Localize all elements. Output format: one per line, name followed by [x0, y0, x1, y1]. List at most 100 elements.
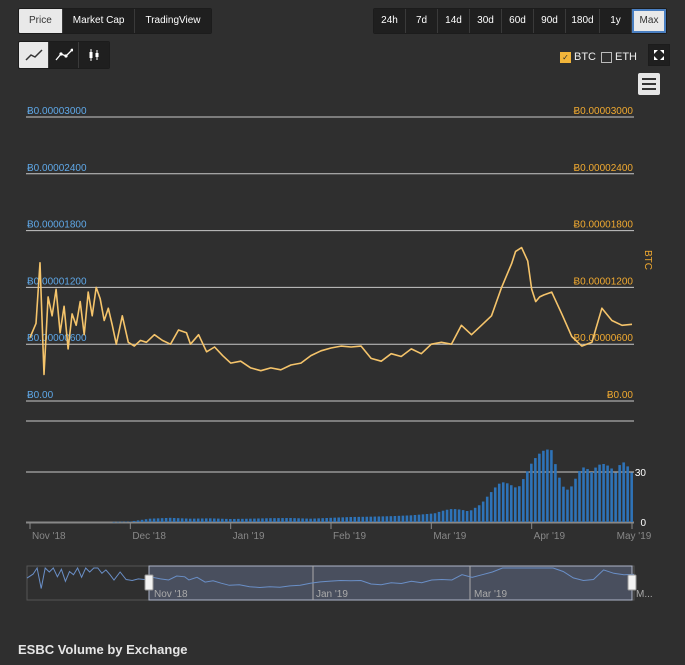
x-tick-label: May '19	[617, 531, 652, 542]
volume-bar	[526, 471, 529, 522]
volume-bar	[277, 518, 280, 522]
volume-bar	[349, 517, 353, 522]
volume-bar	[309, 518, 312, 522]
eth-checkbox[interactable]	[601, 51, 612, 63]
volume-bar	[313, 518, 316, 522]
tab-price[interactable]: Price	[19, 9, 63, 33]
volume-bar	[566, 489, 569, 522]
line-markers-icon	[55, 48, 73, 61]
volume-bar	[116, 521, 120, 523]
volume-bar	[261, 518, 264, 522]
volume-bar	[353, 516, 357, 522]
volume-bar	[590, 472, 593, 522]
price-tick-left: Ƀ0.00001200	[27, 276, 87, 287]
volume-bar	[204, 518, 208, 522]
price-volume-chart: Ƀ0.00003000 Ƀ0.00003000 Ƀ0.00002400 Ƀ0.0000…	[26, 106, 653, 601]
volume-bar	[542, 450, 545, 522]
chart-menu-button[interactable]	[638, 73, 660, 95]
range-24h[interactable]: 24h	[374, 9, 406, 33]
price-tick-right: Ƀ0.00000600	[573, 333, 633, 344]
volume-bar	[425, 514, 429, 522]
volume-bar	[184, 518, 188, 522]
x-tick-label: Mar '19	[433, 531, 466, 542]
volume-bar	[180, 518, 184, 522]
volume-bar	[505, 483, 509, 522]
x-tick-label: Jan '19	[233, 531, 265, 542]
volume-bar	[389, 516, 393, 522]
range-1y[interactable]: 1y	[600, 9, 632, 33]
volume-bar	[538, 453, 541, 522]
volume-bar	[433, 513, 437, 522]
volume-bar	[534, 458, 537, 522]
volume-bar	[213, 518, 216, 522]
hamburger-icon	[642, 78, 656, 80]
volume-bar	[152, 518, 156, 522]
eth-toggle[interactable]: ETH	[601, 51, 637, 63]
volume-bar	[221, 518, 224, 522]
volume-bar	[132, 520, 136, 522]
volume-bar	[273, 518, 276, 522]
tab-tradingview[interactable]: TradingView	[135, 9, 211, 33]
volume-bar	[208, 518, 212, 522]
volume-bar	[196, 518, 200, 522]
expand-icon	[654, 50, 664, 60]
btc-checkbox[interactable]: ✓	[560, 51, 571, 63]
volume-bar	[217, 518, 220, 522]
section-title: ESBC Volume by Exchange	[18, 642, 188, 657]
price-tick-left: Ƀ0.00002400	[27, 163, 87, 174]
volume-bar	[305, 518, 308, 522]
volume-bar	[120, 521, 124, 523]
volume-bar	[361, 516, 365, 522]
price-tick-left: Ƀ0.00000600	[27, 333, 87, 344]
volume-bar	[225, 518, 228, 522]
volume-bar	[417, 514, 421, 522]
volume-bar	[558, 477, 561, 522]
range-180d[interactable]: 180d	[566, 9, 600, 33]
volume-bar	[369, 516, 373, 522]
volume-bar	[176, 518, 180, 522]
btc-price-line	[29, 246, 633, 376]
range-tabs: 24h 7d 14d 30d 60d 90d 180d 1y Max	[373, 8, 667, 34]
volume-bar	[610, 468, 613, 522]
volume-bar	[598, 464, 601, 522]
volume-bar	[188, 518, 192, 522]
volume-bar	[421, 514, 425, 522]
range-max[interactable]: Max	[632, 9, 666, 33]
volume-bar	[341, 517, 345, 522]
volume-bar	[317, 518, 320, 522]
range-14d[interactable]: 14d	[438, 9, 470, 33]
btc-toggle[interactable]: ✓ BTC	[560, 51, 596, 63]
volume-bar	[594, 467, 597, 522]
volume-bar	[385, 516, 389, 522]
volume-bar	[112, 521, 116, 523]
volume-bar	[345, 517, 349, 522]
tab-market-cap[interactable]: Market Cap	[62, 9, 136, 33]
volume-bar	[606, 465, 609, 522]
volume-bar	[461, 510, 465, 522]
volume-bar	[602, 463, 605, 522]
volume-bar	[485, 496, 489, 522]
line-chart-button[interactable]	[19, 42, 49, 68]
volume-bar	[365, 516, 369, 522]
volume-bar	[473, 507, 477, 522]
navigator-handle	[627, 574, 637, 591]
candlestick-button[interactable]	[79, 42, 109, 68]
range-60d[interactable]: 60d	[502, 9, 534, 33]
volume-bar	[337, 517, 340, 522]
price-tick-left: Ƀ0.00001800	[27, 220, 87, 231]
volume-bar	[522, 479, 525, 522]
volume-bar	[301, 518, 304, 522]
price-tick-right: Ƀ0.00003000	[573, 106, 633, 117]
volume-bar	[514, 487, 517, 522]
candlestick-icon	[89, 49, 99, 61]
line-markers-button[interactable]	[49, 42, 79, 68]
eth-toggle-label: ETH	[615, 51, 637, 63]
range-90d[interactable]: 90d	[534, 9, 566, 33]
range-7d[interactable]: 7d	[406, 9, 438, 33]
volume-bar	[265, 518, 268, 522]
volume-bar	[397, 515, 401, 522]
price-tick-right: Ƀ0.00001200	[573, 276, 633, 287]
fullscreen-button[interactable]	[648, 44, 670, 66]
price-tick-left: Ƀ0.00	[27, 390, 54, 401]
range-30d[interactable]: 30d	[470, 9, 502, 33]
